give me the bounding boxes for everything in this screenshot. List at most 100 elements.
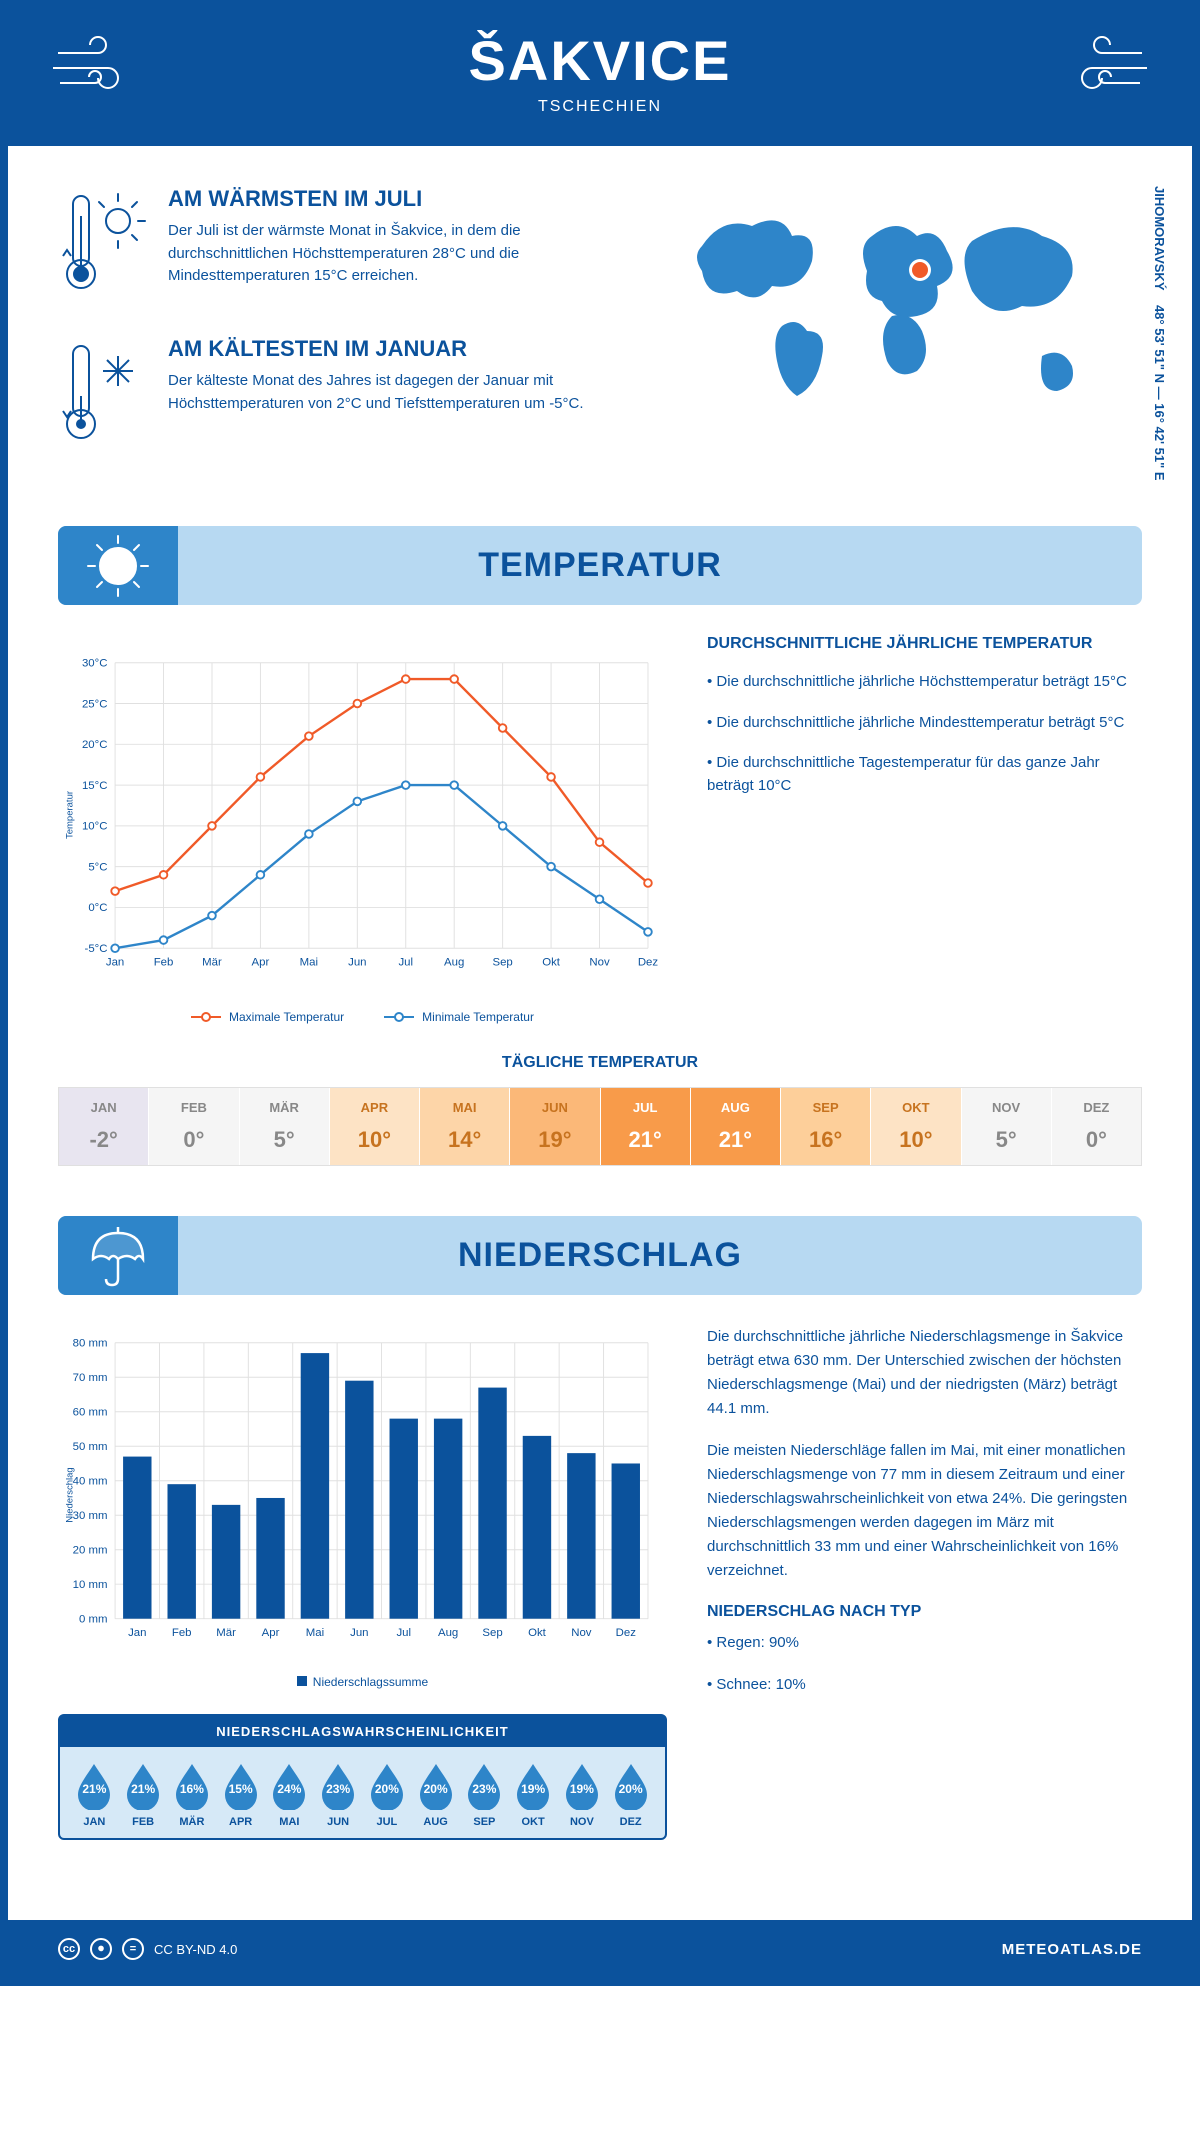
temp-summary-p3: • Die durchschnittliche Tagestemperatur … <box>707 752 1142 797</box>
svg-text:0 mm: 0 mm <box>79 1614 108 1626</box>
svg-text:Mai: Mai <box>300 956 318 968</box>
svg-text:Feb: Feb <box>172 1627 192 1639</box>
world-map-block: JIHOMORAVSKÝ 48° 53' 51" N — 16° 42' 51"… <box>662 186 1142 486</box>
page-title: ŠAKVICE <box>8 28 1192 93</box>
prob-cell: 23% SEP <box>460 1762 509 1828</box>
svg-text:60 mm: 60 mm <box>73 1407 108 1419</box>
precip-p1: Die durchschnittliche jährliche Niedersc… <box>707 1325 1142 1421</box>
svg-text:Aug: Aug <box>438 1627 458 1639</box>
svg-text:Jun: Jun <box>350 1627 368 1639</box>
temperature-chart: -5°C0°C5°C10°C15°C20°C25°C30°CJanFebMärA… <box>58 635 667 1024</box>
svg-text:15°C: 15°C <box>82 780 108 792</box>
temp-cell: DEZ 0° <box>1052 1088 1141 1165</box>
probability-title: NIEDERSCHLAGSWAHRSCHEINLICHKEIT <box>60 1716 665 1747</box>
prob-cell: 23% JUN <box>314 1762 363 1828</box>
svg-text:Sep: Sep <box>482 1627 502 1639</box>
svg-text:5°C: 5°C <box>88 861 107 873</box>
license-text: CC BY-ND 4.0 <box>154 1942 237 1957</box>
thermometer-sun-icon <box>58 186 148 301</box>
svg-text:Okt: Okt <box>542 956 561 968</box>
svg-text:50 mm: 50 mm <box>73 1441 108 1453</box>
svg-text:0°C: 0°C <box>88 902 107 914</box>
nd-icon: = <box>122 1938 144 1960</box>
bar-legend: Niederschlagssumme <box>58 1675 667 1689</box>
temp-cell: APR 10° <box>330 1088 420 1165</box>
svg-text:-5°C: -5°C <box>85 943 108 955</box>
prob-cell: 21% JAN <box>70 1762 119 1828</box>
svg-text:Okt: Okt <box>528 1627 547 1639</box>
precipitation-section-header: NIEDERSCHLAG <box>58 1216 1142 1295</box>
prob-cell: 20% DEZ <box>606 1762 655 1828</box>
precipitation-summary: Die durchschnittliche jährliche Niedersc… <box>707 1325 1142 1840</box>
svg-text:70 mm: 70 mm <box>73 1372 108 1384</box>
coldest-block: AM KÄLTESTEN IM JANUAR Der kälteste Mona… <box>58 336 622 451</box>
temp-summary-p2: • Die durchschnittliche jährliche Mindes… <box>707 712 1142 735</box>
temp-cell: SEP 16° <box>781 1088 871 1165</box>
warmest-block: AM WÄRMSTEN IM JULI Der Juli ist der wär… <box>58 186 622 301</box>
svg-text:Aug: Aug <box>444 956 464 968</box>
license-block: cc ⏺ = CC BY-ND 4.0 <box>58 1938 237 1960</box>
umbrella-icon <box>58 1216 178 1295</box>
svg-text:Dez: Dez <box>616 1627 637 1639</box>
probability-box: NIEDERSCHLAGSWAHRSCHEINLICHKEIT 21% JAN … <box>58 1714 667 1840</box>
warmest-title: AM WÄRMSTEN IM JULI <box>168 186 622 212</box>
svg-text:30 mm: 30 mm <box>73 1510 108 1522</box>
temp-cell: FEB 0° <box>149 1088 239 1165</box>
precipitation-heading: NIEDERSCHLAG <box>78 1236 1122 1275</box>
temp-cell: OKT 10° <box>871 1088 961 1165</box>
temp-cell: AUG 21° <box>691 1088 781 1165</box>
svg-text:25°C: 25°C <box>82 698 108 710</box>
svg-text:Apr: Apr <box>262 1627 280 1639</box>
thermometer-snow-icon <box>58 336 148 451</box>
temperature-heading: TEMPERATUR <box>78 546 1122 585</box>
svg-text:Mär: Mär <box>216 1627 236 1639</box>
svg-text:Temperatur: Temperatur <box>64 791 75 839</box>
temp-cell: MÄR 5° <box>240 1088 330 1165</box>
temp-cell: JUN 19° <box>510 1088 600 1165</box>
temperature-legend: .legend-item:nth-child(1) .legend-line::… <box>58 1010 667 1024</box>
cc-icon: cc <box>58 1938 80 1960</box>
precipitation-chart-column: 0 mm10 mm20 mm30 mm40 mm50 mm60 mm70 mm8… <box>58 1325 667 1840</box>
svg-text:Dez: Dez <box>638 956 659 968</box>
svg-text:Niederschlag: Niederschlag <box>64 1467 75 1522</box>
precipitation-bar-chart: 0 mm10 mm20 mm30 mm40 mm50 mm60 mm70 mm8… <box>58 1325 667 1665</box>
precip-type2: • Schnee: 10% <box>707 1673 1142 1697</box>
wind-icon <box>1052 33 1152 108</box>
prob-cell: 19% NOV <box>558 1762 607 1828</box>
precip-type1: • Regen: 90% <box>707 1631 1142 1655</box>
svg-text:Feb: Feb <box>154 956 174 968</box>
wind-icon <box>48 33 148 108</box>
svg-text:Jan: Jan <box>128 1627 146 1639</box>
svg-text:Nov: Nov <box>589 956 610 968</box>
temperature-summary: DURCHSCHNITTLICHE JÄHRLICHE TEMPERATUR •… <box>707 635 1142 1024</box>
probability-row: 21% JAN 21% FEB 16% MÄR 15% APR <box>60 1747 665 1838</box>
prob-cell: 24% MAI <box>265 1762 314 1828</box>
coldest-text: Der kälteste Monat des Jahres ist dagege… <box>168 370 622 415</box>
prob-cell: 16% MÄR <box>168 1762 217 1828</box>
svg-text:Jul: Jul <box>396 1627 411 1639</box>
svg-text:Apr: Apr <box>252 956 270 968</box>
svg-text:10°C: 10°C <box>82 821 108 833</box>
svg-text:20°C: 20°C <box>82 739 108 751</box>
warmest-text: Der Juli ist der wärmste Monat in Šakvic… <box>168 220 622 288</box>
temp-cell: JAN -2° <box>59 1088 149 1165</box>
footer: cc ⏺ = CC BY-ND 4.0 METEOATLAS.DE <box>8 1920 1192 1978</box>
sun-icon <box>58 526 178 605</box>
svg-text:20 mm: 20 mm <box>73 1545 108 1557</box>
svg-text:Jun: Jun <box>348 956 366 968</box>
prob-cell: 20% AUG <box>411 1762 460 1828</box>
prob-cell: 20% JUL <box>363 1762 412 1828</box>
temp-cell: NOV 5° <box>962 1088 1052 1165</box>
svg-text:Mai: Mai <box>306 1627 324 1639</box>
world-map-icon <box>662 186 1142 436</box>
by-icon: ⏺ <box>90 1938 112 1960</box>
header: ŠAKVICE TSCHECHIEN <box>8 8 1192 146</box>
precip-p2: Die meisten Niederschläge fallen im Mai,… <box>707 1439 1142 1583</box>
temperature-content: -5°C0°C5°C10°C15°C20°C25°C30°CJanFebMärA… <box>58 635 1142 1024</box>
svg-text:Jan: Jan <box>106 956 124 968</box>
prob-cell: 15% APR <box>216 1762 265 1828</box>
temp-cell: JUL 21° <box>601 1088 691 1165</box>
svg-text:Jul: Jul <box>398 956 413 968</box>
precip-type-heading: NIEDERSCHLAG NACH TYP <box>707 1603 1142 1621</box>
page-subtitle: TSCHECHIEN <box>8 98 1192 116</box>
